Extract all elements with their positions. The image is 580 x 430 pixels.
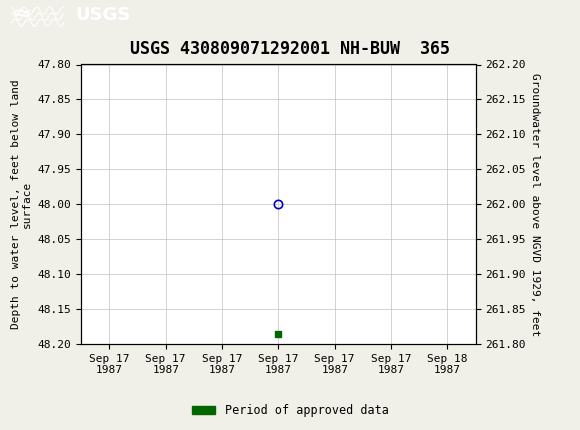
Y-axis label: Groundwater level above NGVD 1929, feet: Groundwater level above NGVD 1929, feet: [530, 73, 540, 336]
Text: ≈: ≈: [12, 3, 32, 27]
Y-axis label: Depth to water level, feet below land
surface: Depth to water level, feet below land su…: [10, 80, 32, 329]
Text: USGS: USGS: [75, 6, 130, 24]
Text: USGS 430809071292001 NH-BUW  365: USGS 430809071292001 NH-BUW 365: [130, 40, 450, 58]
Legend: Period of approved data: Period of approved data: [187, 399, 393, 422]
